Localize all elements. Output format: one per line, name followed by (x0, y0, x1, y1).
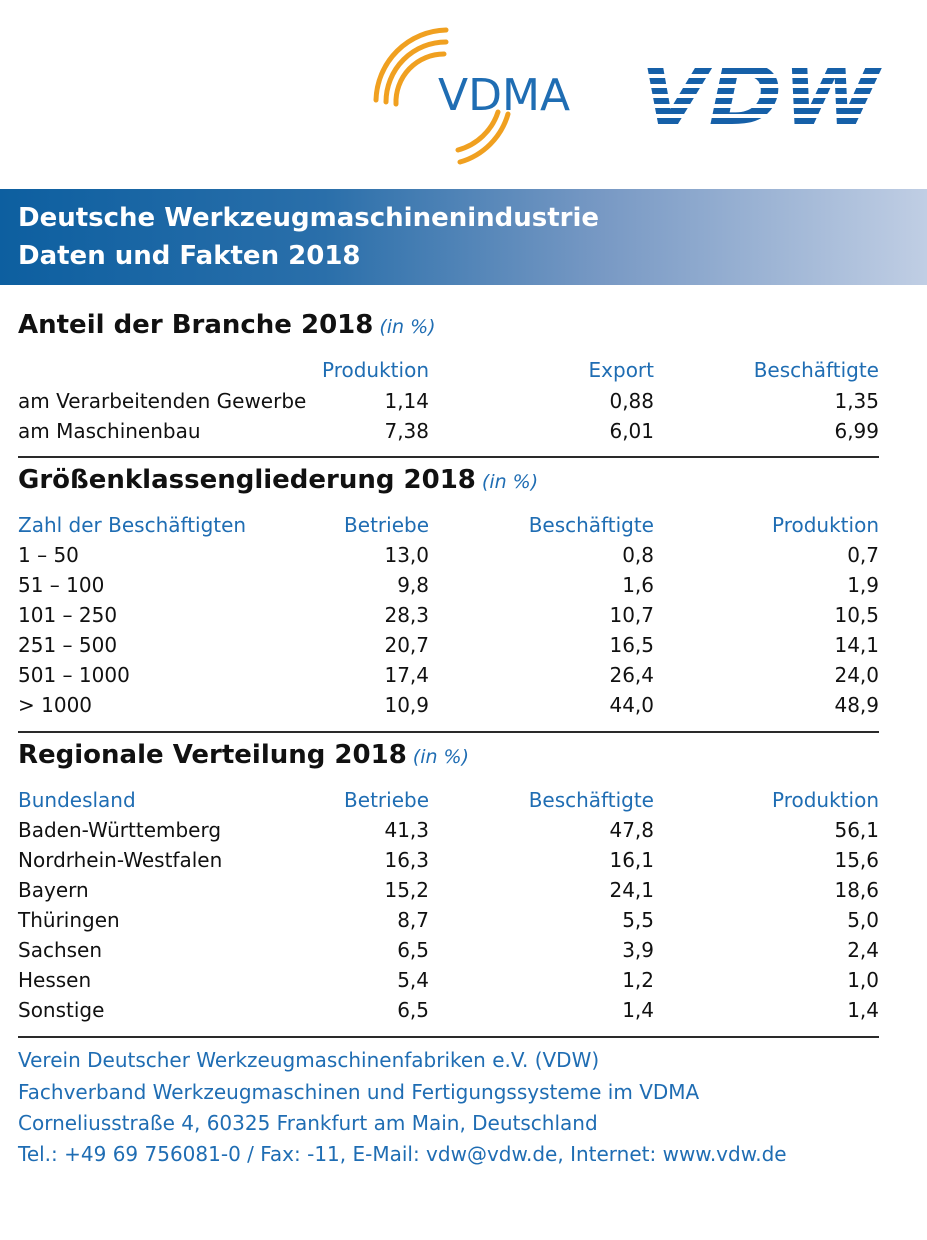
table-header-row: Zahl der Beschäftigten Betriebe Beschäft… (18, 513, 879, 537)
table-row: Sachsen 6,5 3,9 2,4 (18, 938, 879, 962)
table-row: 1 – 50 13,0 0,8 0,7 (18, 543, 879, 567)
title-banner: Deutsche Werkzeugmaschinenindustrie Date… (0, 189, 927, 285)
vdw-logo: VDW (640, 58, 883, 130)
svg-text:VDMA: VDMA (438, 70, 570, 121)
table-row: > 1000 10,9 44,0 48,9 (18, 693, 879, 717)
section-title-anteil: Anteil der Branche 2018 (in %) (18, 310, 436, 340)
table-row: Baden-Württemberg 41,3 47,8 56,1 (18, 818, 879, 842)
logo-area: VDMA VDW (0, 0, 927, 180)
divider (18, 1036, 879, 1038)
footer-association: Fachverband Werkzeugmaschinen und Fertig… (18, 1080, 700, 1104)
banner-subtitle: Daten und Fakten 2018 (18, 241, 361, 271)
footer-organization: Verein Deutscher Werkzeugmaschinenfabrik… (18, 1048, 600, 1072)
svg-text:VDW: VDW (640, 58, 883, 130)
table-header-row: Bundesland Betriebe Beschäftigte Produkt… (18, 788, 879, 812)
table-row: 501 – 1000 17,4 26,4 24,0 (18, 663, 879, 687)
table-row: am Maschinenbau 7,38 6,01 6,99 (18, 419, 879, 443)
table-row: 101 – 250 28,3 10,7 10,5 (18, 603, 879, 627)
divider (18, 731, 879, 733)
section-title-groessenklassen: Größenklassengliederung 2018 (in %) (18, 465, 539, 495)
footer-contact: Tel.: +49 69 756081-0 / Fax: -11, E-Mail… (18, 1142, 787, 1166)
table-header-row: Produktion Export Beschäftigte (322, 358, 879, 382)
vdma-logo: VDMA (373, 27, 570, 165)
table-row: Thüringen 8,7 5,5 5,0 (18, 908, 879, 932)
table-row: Hessen 5,4 1,2 1,0 (18, 968, 879, 992)
section-title-regionale-verteilung: Regionale Verteilung 2018 (in %) (18, 740, 470, 770)
table-row: Nordrhein-Westfalen 16,3 16,1 15,6 (18, 848, 879, 872)
table-row: 51 – 100 9,8 1,6 1,9 (18, 573, 879, 597)
table-row: Sonstige 6,5 1,4 1,4 (18, 998, 879, 1022)
footer-address: Corneliusstraße 4, 60325 Frankfurt am Ma… (18, 1111, 598, 1135)
table-row: Bayern 15,2 24,1 18,6 (18, 878, 879, 902)
table-row: am Verarbeitenden Gewerbe 1,14 0,88 1,35 (18, 389, 879, 413)
table-row: 251 – 500 20,7 16,5 14,1 (18, 633, 879, 657)
divider (18, 456, 879, 458)
banner-title: Deutsche Werkzeugmaschinenindustrie (18, 203, 600, 233)
